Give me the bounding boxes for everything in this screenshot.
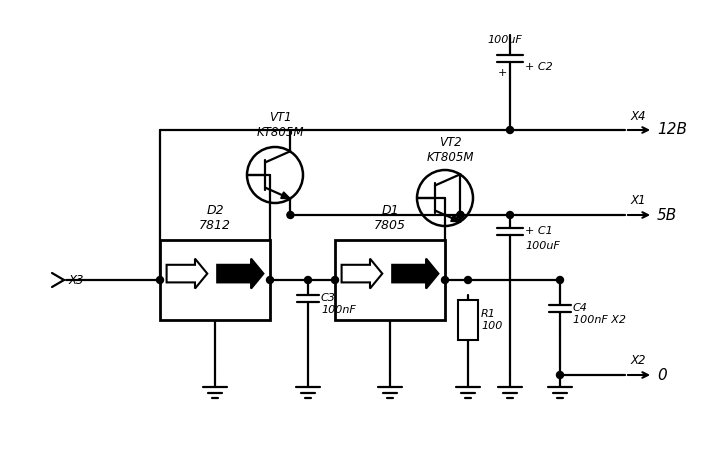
Text: 100uF: 100uF: [525, 241, 560, 251]
Circle shape: [267, 276, 273, 283]
Text: X2: X2: [631, 354, 646, 368]
Text: 100nF X2: 100nF X2: [573, 315, 626, 325]
Circle shape: [507, 127, 513, 134]
Bar: [160, 240, 270, 320]
Bar: [458, 300, 478, 340]
Circle shape: [332, 276, 338, 283]
Circle shape: [557, 372, 563, 378]
Bar: [335, 240, 445, 320]
Text: + C2: + C2: [525, 62, 553, 72]
Polygon shape: [217, 259, 263, 289]
Text: 0: 0: [657, 368, 667, 382]
Text: 12B: 12B: [657, 122, 687, 137]
Circle shape: [464, 276, 471, 283]
Circle shape: [557, 276, 563, 283]
Text: 5B: 5B: [657, 207, 677, 222]
Text: D1
7805: D1 7805: [374, 204, 406, 232]
Polygon shape: [392, 259, 438, 289]
Circle shape: [457, 212, 464, 219]
Text: VT2
KT805M: VT2 KT805M: [427, 136, 474, 164]
Polygon shape: [450, 215, 461, 222]
Text: VT1
KT805M: VT1 KT805M: [256, 111, 304, 139]
Text: R1
100: R1 100: [481, 309, 502, 331]
Polygon shape: [341, 259, 382, 289]
Text: + C1: + C1: [525, 226, 553, 236]
Text: X1: X1: [631, 194, 646, 207]
Text: C3: C3: [321, 293, 336, 303]
Text: 100nF: 100nF: [321, 305, 356, 315]
Text: X3: X3: [68, 274, 83, 286]
Text: D2
7812: D2 7812: [199, 204, 231, 232]
Polygon shape: [166, 259, 208, 289]
Text: +: +: [497, 68, 507, 78]
Text: X4: X4: [631, 109, 646, 122]
Circle shape: [287, 212, 294, 219]
Circle shape: [442, 276, 448, 283]
Circle shape: [304, 276, 312, 283]
Text: C4: C4: [573, 303, 588, 313]
Polygon shape: [281, 192, 291, 199]
Text: 100uF: 100uF: [487, 35, 523, 45]
Circle shape: [507, 212, 513, 219]
Circle shape: [156, 276, 163, 283]
Circle shape: [457, 212, 464, 219]
